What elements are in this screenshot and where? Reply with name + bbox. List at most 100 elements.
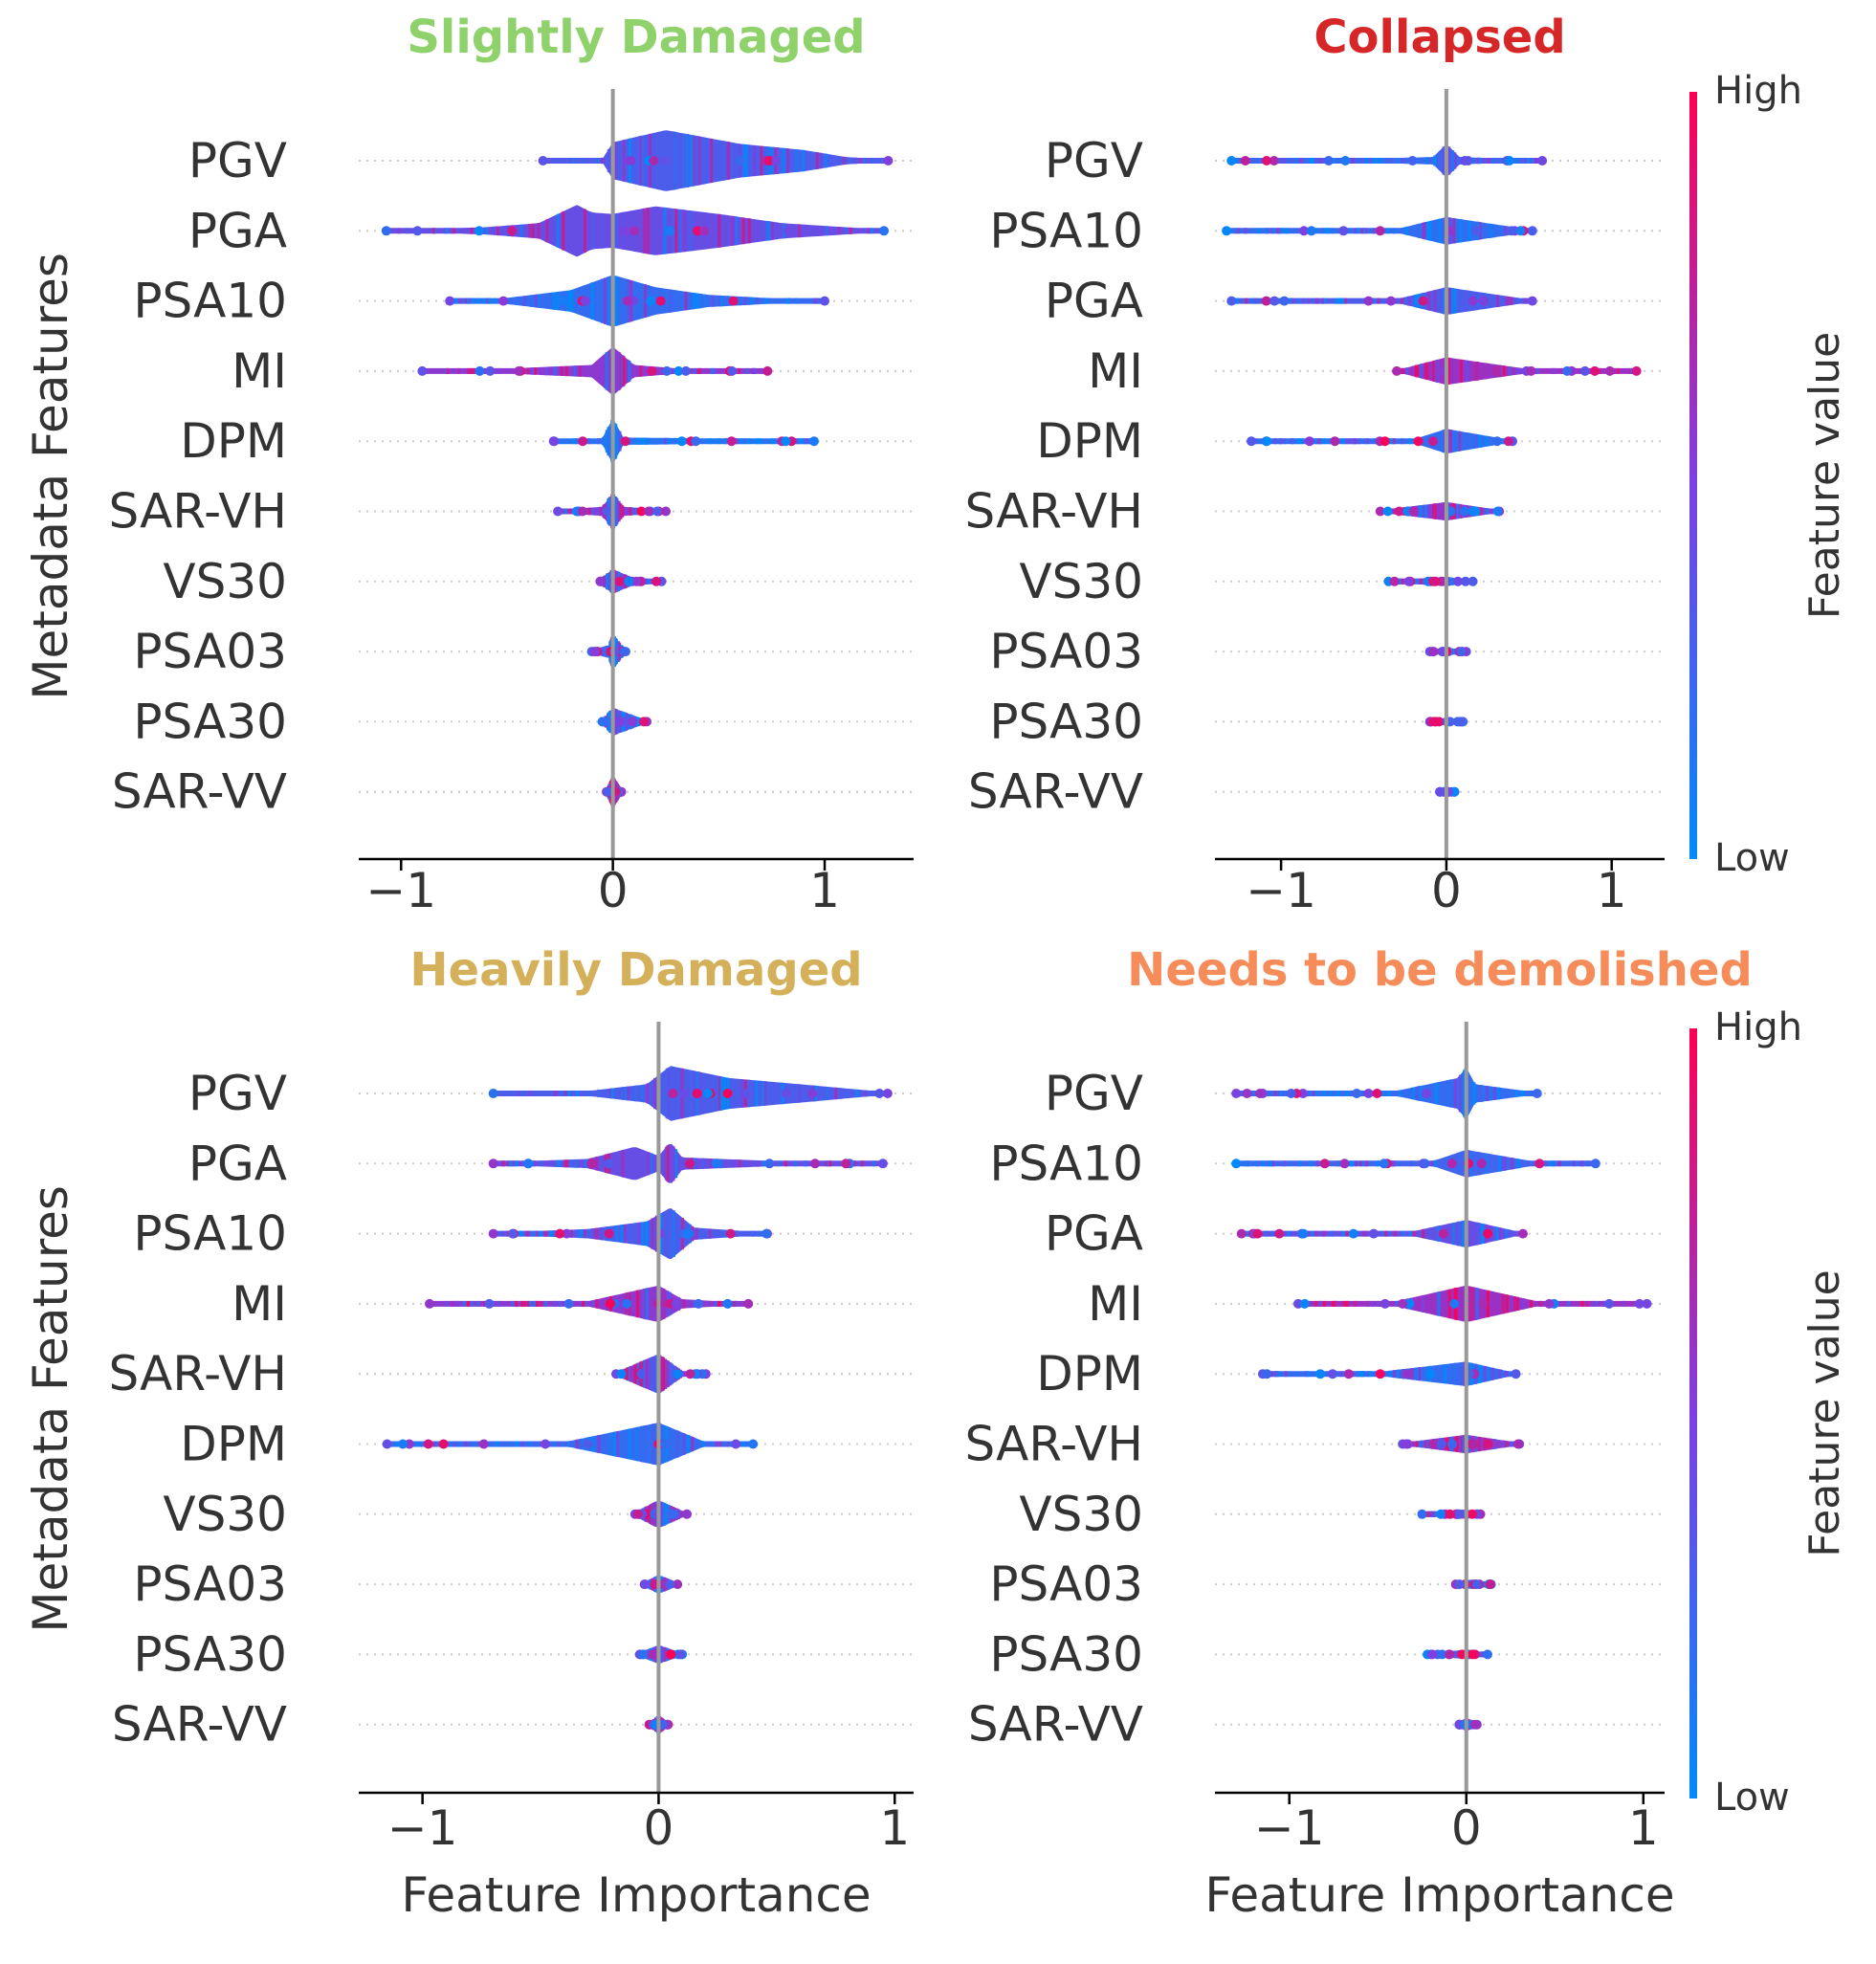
violin-stripe	[816, 298, 820, 304]
violin-stripe	[470, 367, 474, 374]
violin-stripe	[1409, 1160, 1413, 1167]
violin-stripe	[466, 1300, 470, 1307]
sample-point	[1299, 226, 1310, 236]
violin-stripe	[538, 223, 541, 239]
violin-stripe	[1360, 228, 1364, 234]
violin-stripe	[1392, 1160, 1396, 1167]
violin-stripe	[1526, 158, 1530, 164]
violin-stripe	[497, 1300, 500, 1307]
feature-label-psa30: PSA30	[133, 1626, 287, 1682]
violin-stripe	[1252, 298, 1256, 304]
sample-point	[1252, 1228, 1263, 1239]
violin-stripe	[723, 438, 727, 445]
violin-stripe	[1343, 298, 1347, 304]
violin-stripe	[1557, 1160, 1561, 1167]
sample-point	[1527, 226, 1537, 236]
violin-stripe	[1601, 1300, 1605, 1307]
violin-stripe	[1310, 158, 1313, 164]
panel-title: Needs to be demolished	[1127, 943, 1753, 997]
violin-stripe	[1443, 287, 1446, 315]
violin-stripe	[406, 228, 409, 234]
sample-point	[1429, 717, 1440, 727]
violin-stripe	[431, 228, 435, 234]
violin-stripe	[1486, 1086, 1490, 1101]
violin-stripe	[1458, 1074, 1462, 1113]
violin-stripe	[672, 1210, 675, 1258]
violin-stripe	[714, 1300, 717, 1307]
sample-point	[1420, 1159, 1430, 1169]
violin-stripe	[755, 1080, 759, 1107]
violin-stripe	[682, 1433, 686, 1455]
violin-stripe	[1277, 228, 1281, 234]
violin-stripe	[1424, 504, 1427, 519]
x-tick-label: 1	[809, 863, 840, 918]
violin-stripe	[1388, 438, 1392, 445]
violin-stripe	[1437, 1291, 1441, 1316]
violin-stripe	[483, 367, 487, 374]
violin-stripe	[1379, 158, 1383, 164]
violin-stripe	[601, 278, 605, 323]
sample-point	[1590, 365, 1600, 376]
violin-stripe	[471, 1300, 475, 1307]
sample-point	[699, 226, 710, 236]
x-tick-label: −1	[1254, 1800, 1325, 1856]
violin-stripe	[635, 1426, 639, 1462]
violin-stripe	[532, 1230, 536, 1237]
violin-stripe	[617, 500, 621, 522]
sample-point	[622, 1298, 632, 1309]
violin-stripe	[1411, 1441, 1415, 1447]
violin-stripe	[1376, 1300, 1379, 1307]
violin-stripe	[553, 1300, 557, 1307]
violin-stripe	[768, 298, 772, 304]
x-tick-label: −1	[1246, 863, 1316, 918]
violin-stripe	[511, 1300, 515, 1307]
violin-stripe	[590, 282, 594, 320]
sample-point	[675, 1649, 686, 1660]
violin-stripe	[1361, 228, 1365, 234]
violin-stripe	[1512, 297, 1516, 305]
feature-label-sar-vh: SAR-VH	[965, 484, 1144, 540]
violin-stripe	[1276, 228, 1280, 234]
violin-stripe	[664, 1503, 668, 1525]
violin-stripe	[1485, 508, 1489, 515]
violin-stripe	[1512, 1296, 1516, 1312]
violin-stripe	[1309, 1160, 1313, 1167]
violin-stripe	[501, 1441, 505, 1447]
violin-stripe	[784, 1160, 788, 1167]
violin-stripe	[819, 152, 823, 169]
violin-stripe	[701, 1441, 705, 1447]
violin-stripe	[686, 1434, 690, 1454]
violin-stripe	[673, 437, 676, 445]
violin-stripe	[854, 157, 858, 165]
violin-stripe	[597, 1090, 601, 1097]
violin-stripe	[1425, 362, 1429, 381]
violin-stripe	[1395, 1300, 1399, 1307]
violin-stripe	[1549, 1160, 1553, 1167]
violin-stripe	[573, 365, 577, 377]
violin-stripe	[1408, 438, 1412, 445]
violin-stripe	[1346, 1300, 1350, 1307]
violin-stripe	[717, 438, 721, 445]
violin-stripe	[1468, 1286, 1472, 1322]
violin-stripe	[727, 142, 731, 180]
violin-stripe	[1279, 1091, 1283, 1096]
violin-stripe	[482, 298, 486, 304]
violin-stripe	[1629, 367, 1633, 374]
sample-point	[445, 296, 455, 306]
sample-point	[1401, 1439, 1411, 1449]
feature-label-dpm: DPM	[180, 1417, 287, 1472]
violin-stripe	[503, 1091, 507, 1096]
violin-stripe	[719, 295, 723, 307]
violin-stripe	[1450, 577, 1454, 585]
violin-stripe	[1496, 295, 1500, 307]
violin-stripe	[508, 1160, 512, 1167]
sample-point	[1503, 436, 1513, 447]
violin-stripe	[476, 1441, 480, 1447]
violin-stripe	[563, 1159, 567, 1168]
violin-stripe	[581, 1300, 585, 1307]
violin-stripe	[607, 148, 610, 173]
sample-point	[728, 296, 739, 306]
sample-point	[1363, 1089, 1374, 1098]
feature-label-pga: PGA	[188, 203, 287, 258]
